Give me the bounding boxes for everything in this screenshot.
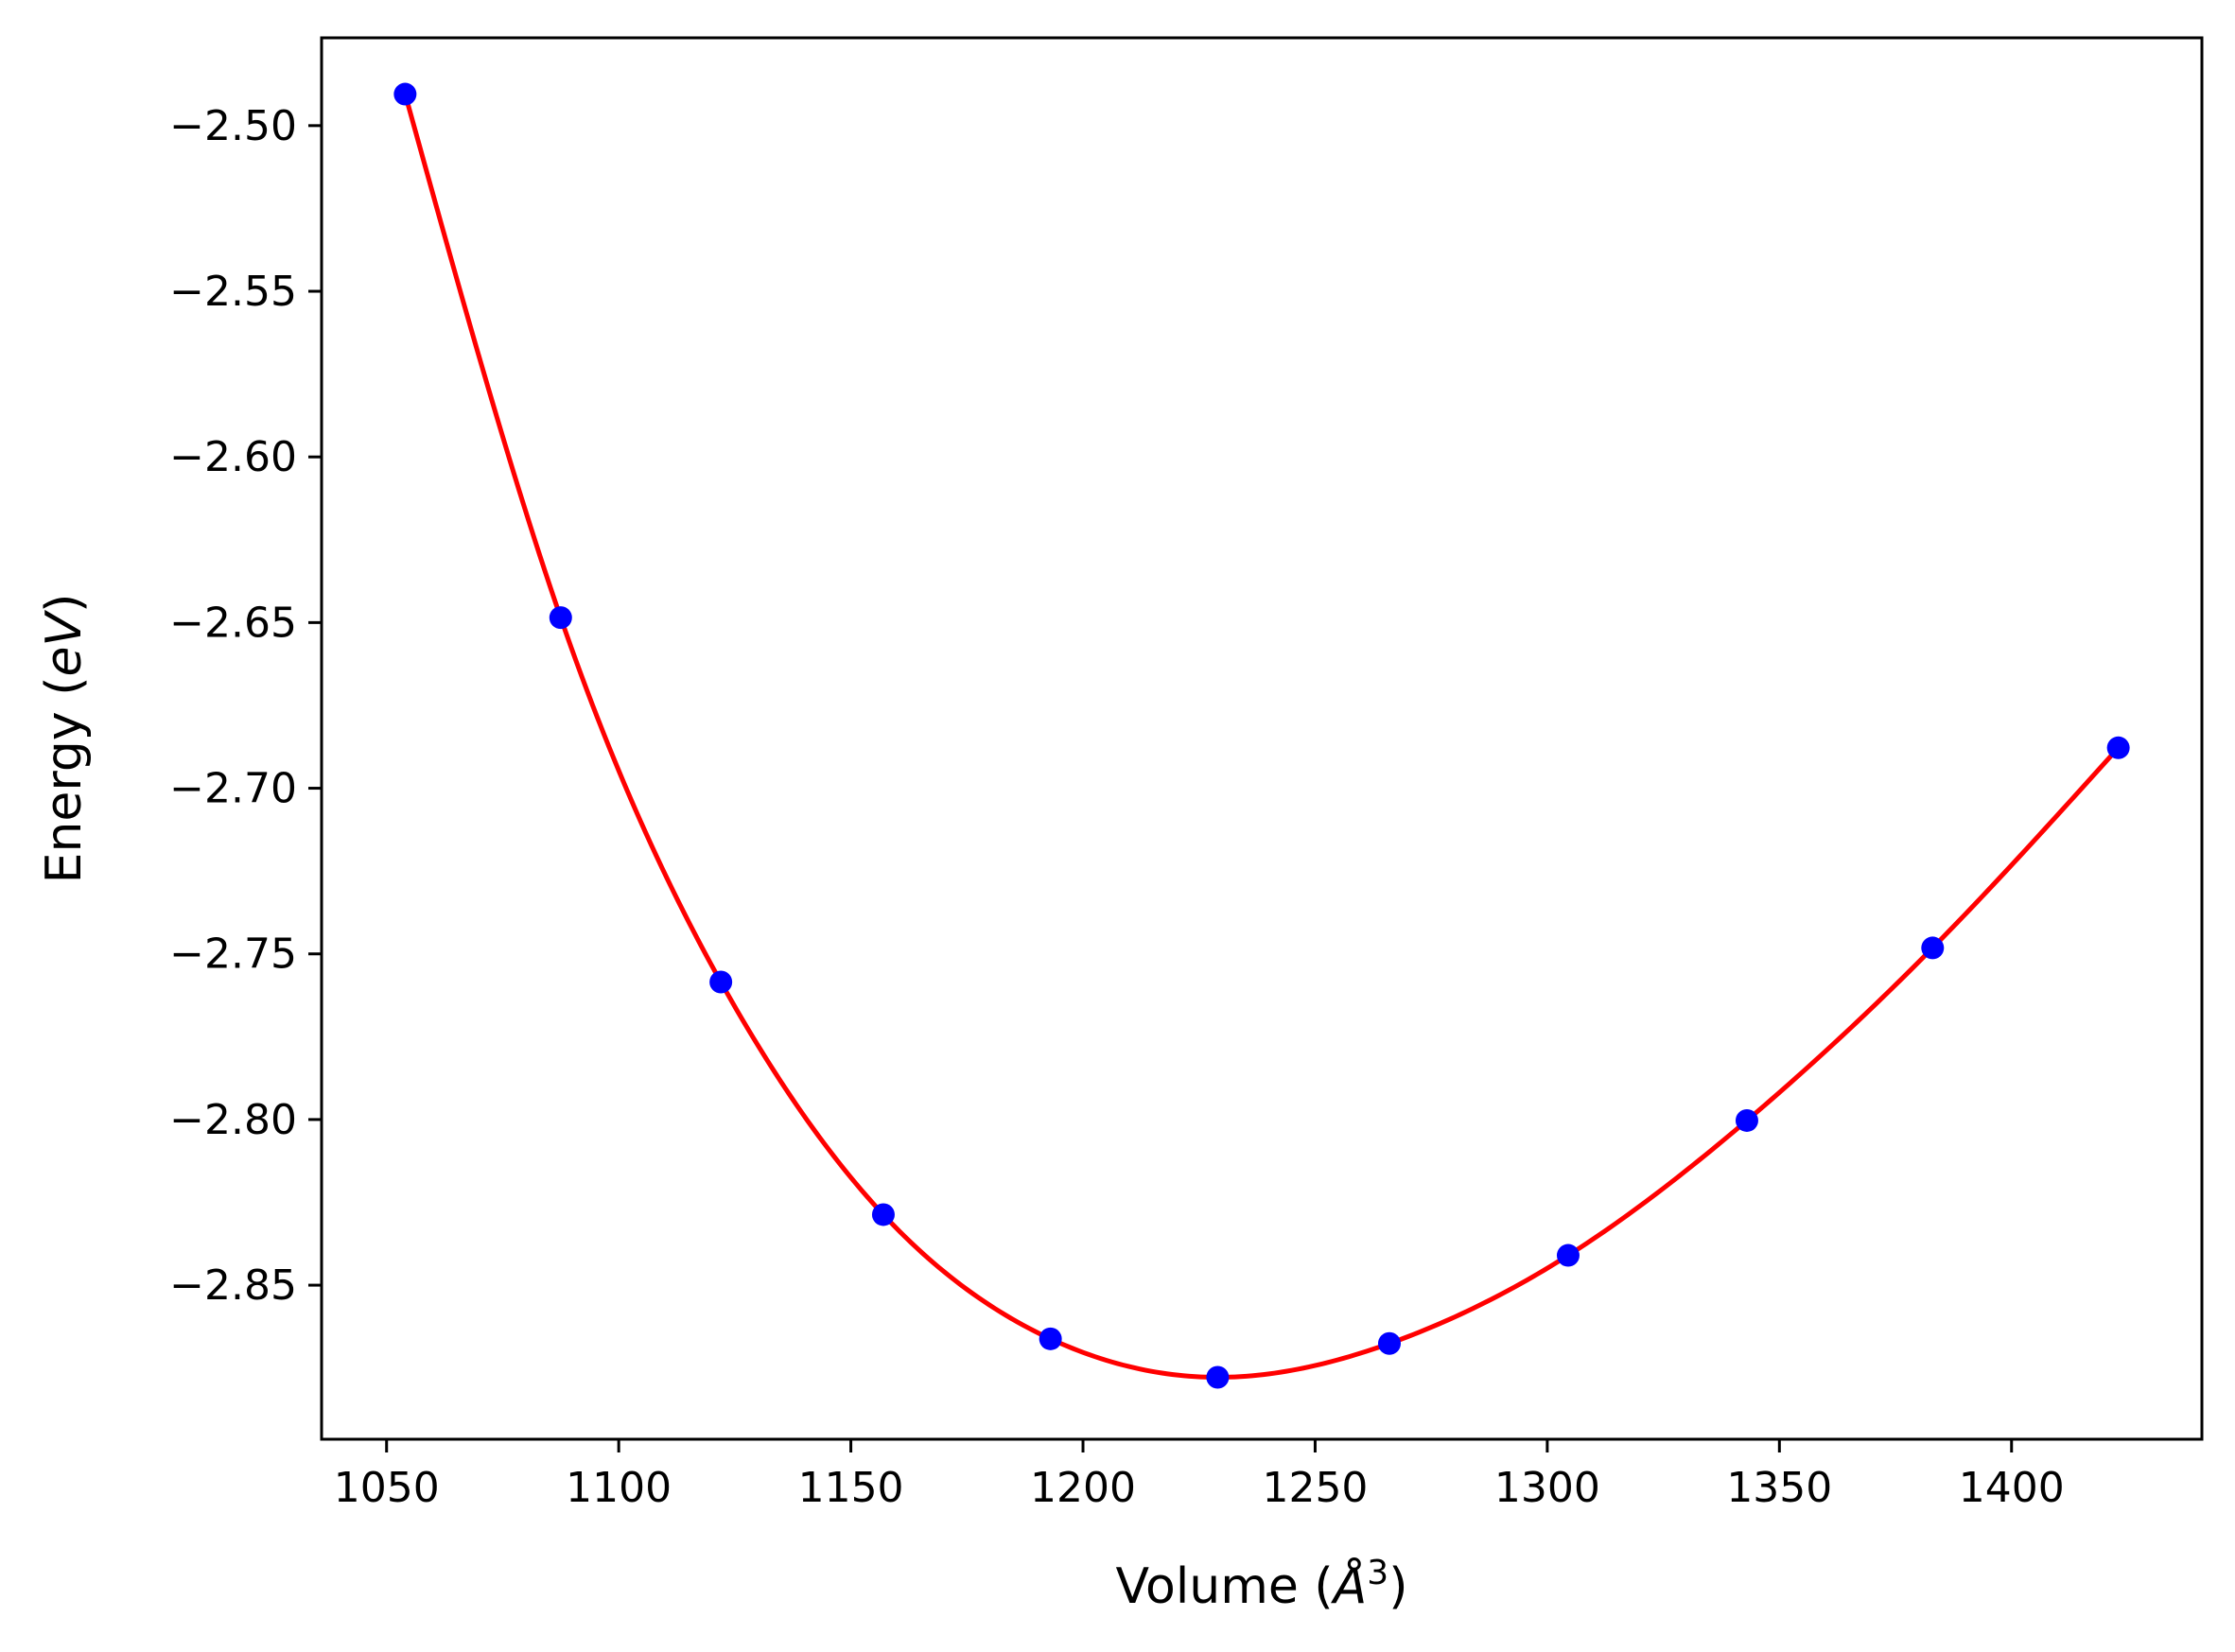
y-axis-label: Energy (eV) bbox=[36, 594, 93, 884]
data-point bbox=[393, 82, 417, 106]
y-axis-label-close: ) bbox=[36, 594, 93, 613]
x-tick-label: 1100 bbox=[566, 1464, 672, 1512]
data-point bbox=[1556, 1243, 1580, 1267]
x-tick-label: 1300 bbox=[1494, 1464, 1600, 1512]
x-tick-label: 1350 bbox=[1726, 1464, 1832, 1512]
x-tick-label: 1050 bbox=[334, 1464, 440, 1512]
data-point bbox=[871, 1203, 895, 1226]
x-axis-label: Volume (Å3) bbox=[1116, 1554, 1408, 1615]
y-axis-ticks: −2.50 −2.55 −2.60 −2.65 −2.70 −2.75 −2.80 −2.85 bbox=[169, 102, 322, 1310]
y-tick-label: −2.80 bbox=[169, 1096, 297, 1144]
y-tick-label: −2.75 bbox=[169, 930, 297, 979]
data-point bbox=[1921, 936, 1945, 960]
y-axis-label-unit: eV bbox=[36, 610, 93, 677]
data-point bbox=[549, 606, 572, 630]
data-point bbox=[1377, 1331, 1401, 1355]
y-tick-label: −2.85 bbox=[169, 1261, 297, 1310]
y-tick-label: −2.70 bbox=[169, 765, 297, 813]
data-point bbox=[2106, 736, 2130, 759]
x-axis-label-exponent: 3 bbox=[1367, 1554, 1388, 1592]
y-tick-label: −2.65 bbox=[169, 599, 297, 647]
data-points-layer bbox=[393, 82, 2130, 1389]
x-tick-label: 1200 bbox=[1030, 1464, 1136, 1512]
x-axis-label-unit: Å bbox=[1331, 1556, 1368, 1615]
y-tick-label: −2.60 bbox=[169, 433, 297, 481]
data-point bbox=[709, 970, 733, 994]
plot-frame bbox=[320, 36, 2204, 1441]
y-tick-label: −2.55 bbox=[169, 268, 297, 316]
data-point bbox=[1206, 1365, 1230, 1389]
x-tick-label: 1150 bbox=[798, 1464, 904, 1512]
y-axis-label-text: Energy ( bbox=[36, 677, 93, 884]
y-tick-label: −2.50 bbox=[169, 102, 297, 150]
x-axis-ticks: 1050 1100 1150 1200 1250 1300 1350 1400 bbox=[334, 1439, 2065, 1512]
data-point bbox=[1039, 1327, 1062, 1350]
x-tick-label: 1400 bbox=[1959, 1464, 2065, 1512]
data-point bbox=[1735, 1108, 1758, 1132]
x-tick-label: 1250 bbox=[1262, 1464, 1368, 1512]
x-axis-label-close: ) bbox=[1388, 1558, 1407, 1615]
x-axis-label-text: Volume ( bbox=[1116, 1558, 1334, 1615]
